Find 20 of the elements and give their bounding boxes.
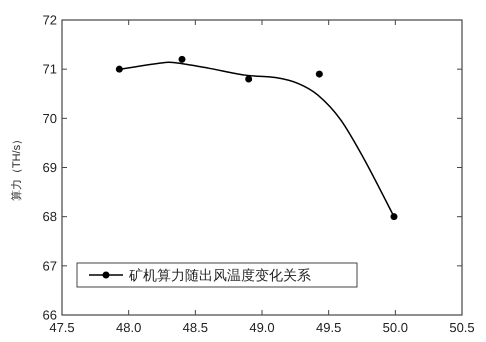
point <box>245 76 252 82</box>
x-tick-label: 47.5 <box>49 320 75 335</box>
y-tick-label: 68 <box>42 209 57 224</box>
x-tick-label: 50.5 <box>449 320 475 335</box>
point <box>316 70 323 78</box>
y-tick-label: 72 <box>42 12 57 28</box>
legend: 矿机算力随出风温度变化关系 <box>76 262 358 288</box>
x-tick-label: 48.0 <box>116 320 142 335</box>
x-tick-label: 50.0 <box>382 320 408 335</box>
y-tick-label: 67 <box>42 258 57 274</box>
y-tick-label: 69 <box>42 160 57 175</box>
y-tick-label: 66 <box>42 308 57 322</box>
y-axis-title: 算力（TH/s） <box>10 134 23 202</box>
y-tick-label: 70 <box>42 110 57 126</box>
x-tick-label: 49.0 <box>249 320 275 335</box>
x-tick-label: 48.5 <box>182 320 208 335</box>
y-tick-label: 71 <box>42 62 57 77</box>
legend-label: 矿机算力随出风温度变化关系 <box>128 267 311 283</box>
point <box>178 56 186 63</box>
x-tick-label: 49.5 <box>316 320 342 335</box>
